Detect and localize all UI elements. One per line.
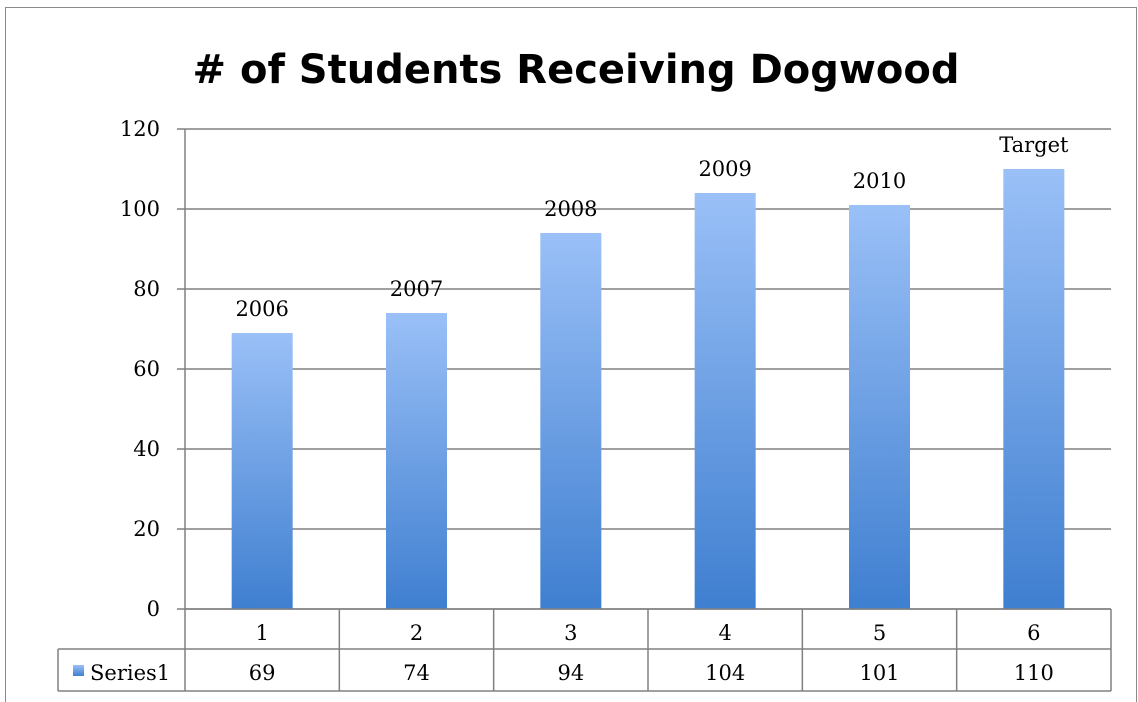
x-category-label: 2	[410, 621, 423, 645]
y-axis: 0 20 40 60 80 100 120	[120, 117, 186, 621]
data-label: 2010	[853, 169, 906, 193]
data-label: 2007	[390, 277, 443, 301]
chart-frame	[5, 7, 1137, 702]
x-category-label: 5	[873, 621, 886, 645]
data-table: 1 69 2 74 3 94 4 104 5 101 6 110 Series1	[57, 608, 1112, 692]
bar	[694, 193, 756, 609]
x-category-label: 1	[255, 621, 268, 645]
bar	[386, 313, 447, 609]
bar	[849, 205, 910, 609]
y-tick-label: 60	[133, 357, 160, 381]
table-value-cell: 74	[403, 661, 430, 685]
data-label: Target	[999, 133, 1069, 157]
bar	[540, 233, 602, 609]
data-label: 2008	[544, 197, 597, 221]
bar	[231, 333, 293, 609]
x-category-label: 3	[564, 621, 577, 645]
table-value-cell: 69	[249, 661, 276, 685]
legend-series-name: Series1	[90, 661, 170, 685]
y-tick-label: 20	[133, 517, 160, 541]
table-value-cell: 104	[705, 661, 745, 685]
y-tick-label: 120	[120, 117, 160, 141]
y-tick-label: 40	[133, 437, 160, 461]
gridlines	[185, 128, 1111, 610]
table-value-cell: 101	[859, 661, 899, 685]
data-label: 2006	[235, 297, 288, 321]
legend-swatch	[73, 665, 84, 676]
bars	[231, 169, 1065, 609]
data-labels: 2006 2007 2008 2009 2010 Target	[235, 133, 1069, 321]
table-value-cell: 110	[1014, 661, 1054, 685]
y-tick-label: 80	[133, 277, 160, 301]
y-tick-label: 0	[147, 597, 160, 621]
x-category-label: 4	[718, 621, 731, 645]
bar	[1003, 169, 1065, 609]
x-category-label: 6	[1027, 621, 1040, 645]
chart-title: # of Students Receiving Dogwood	[193, 47, 960, 93]
y-tick-label: 100	[120, 197, 160, 221]
data-label: 2009	[698, 157, 751, 181]
table-value-cell: 94	[557, 661, 584, 685]
